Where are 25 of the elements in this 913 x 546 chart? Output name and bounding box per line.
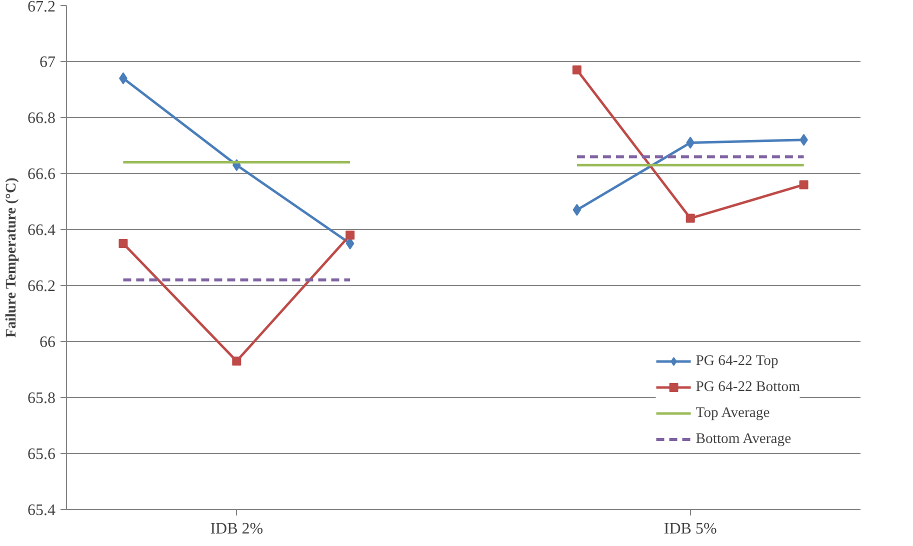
y-tick-label: 66.4 — [28, 222, 56, 239]
x-tick-label: IDB 5% — [664, 520, 717, 538]
point — [572, 204, 582, 216]
legend-label: Top Average — [696, 404, 770, 422]
y-tick-label: 65.4 — [28, 502, 56, 519]
y-tick-label: 67 — [40, 54, 56, 71]
point — [232, 356, 242, 366]
y-tick-label: 65.6 — [28, 446, 56, 463]
point — [118, 239, 128, 248]
y-tick-label: 66.8 — [28, 110, 56, 127]
legend-label: PG 64-22 Bottom — [696, 378, 800, 396]
x-tick-label: IDB 2% — [210, 520, 264, 538]
point — [799, 180, 808, 190]
y-tick-label: 67.2 — [28, 0, 56, 16]
point — [686, 136, 695, 149]
y-tick-label: 66.2 — [28, 278, 56, 295]
y-axis-title: Failure Temperature (°C) — [4, 178, 20, 338]
point — [572, 65, 582, 74]
legend-label: Bottom Average — [696, 430, 792, 448]
y-tick-label: 66.6 — [28, 166, 56, 183]
legend-label: PG 64-22 Top — [696, 352, 778, 370]
point — [686, 214, 695, 223]
point — [346, 230, 355, 240]
y-tick-label: 65.8 — [28, 390, 56, 407]
y-tick-label: 66 — [40, 334, 56, 351]
